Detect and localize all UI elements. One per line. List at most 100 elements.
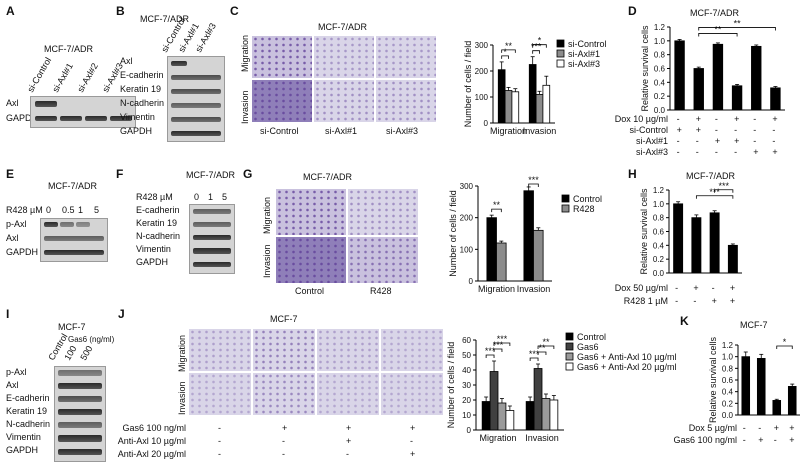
chart-h-ytick-label-0: 0.0: [653, 269, 665, 278]
panel-d-sign-3-3: -: [734, 147, 738, 157]
micrograph-j-migration-1: [188, 328, 252, 372]
panel-letter-a: A: [6, 4, 15, 18]
panel-e-row-0: p-Axl: [6, 219, 27, 229]
micrograph-j-migration-2: [252, 328, 316, 372]
chart-k-ytick-label-2: 0.4: [722, 388, 734, 397]
chart-c-ytick-label-3: 300: [475, 41, 489, 50]
chart-g-bar-1-1: [533, 229, 544, 282]
panel-j-treat-label-0: Gas6 100 ng/ml: [122, 423, 186, 433]
panel-b-row-5: GAPDH: [120, 126, 153, 136]
chart-g-ytick-label-3: 300: [460, 182, 474, 191]
micrograph-j-invasion-2: [252, 372, 316, 416]
micrograph-c-migration-axl1: [313, 35, 375, 79]
panel-letter-g: G: [243, 167, 253, 181]
chart-j-sig-2: [493, 342, 511, 346]
panel-c-row-migration: Migration: [240, 34, 250, 72]
panel-i-blot: [54, 366, 106, 462]
micrograph-c-invasion-axl3: [375, 79, 437, 123]
chart-h-ytick-label-1: 0.2: [653, 255, 665, 264]
chart-j-ylabel: Number of cells / field: [446, 342, 456, 429]
chart-c-bar-0-0: [497, 69, 506, 124]
chart-j-legend-swatch-3: [565, 362, 574, 371]
panel-j-sign-2-2: -: [346, 449, 349, 459]
chart-g-ylabel: Number of cells / field: [448, 190, 458, 277]
panel-f-row-1: Keratin 19: [136, 218, 178, 228]
panel-f-dose-2: 5: [222, 192, 228, 202]
panel-e-dose-3: 5: [94, 205, 100, 215]
chart-h-sig-label-0: ***: [709, 187, 720, 197]
chart-c-xlabel-1: Invasion: [523, 126, 557, 136]
panel-d-sign-1-2: -: [714, 125, 718, 135]
chart-j-sig-label-1: ***: [493, 340, 504, 350]
chart-h-sig-label-1: ***: [718, 181, 729, 191]
panel-j-sign-2-3: +: [410, 449, 416, 459]
panel-letter-f: F: [116, 167, 124, 181]
chart-d-sig-label-0: **: [714, 24, 722, 34]
chart-d-bar-0-0: [674, 40, 685, 111]
panel-i-row-1: Axl: [6, 380, 19, 390]
chart-j-xlabel-0: Migration: [479, 433, 516, 443]
panel-d-sign-0-3: +: [734, 114, 740, 124]
panel-k-sign-1-3: +: [789, 435, 795, 445]
panel-a-row-gapdh: GAPDH: [6, 113, 39, 123]
chart-j-sig-label-2: ***: [497, 334, 508, 344]
chart-k-sig-label-0: *: [783, 337, 787, 347]
panel-i-row-0: p-Axl: [6, 367, 27, 377]
chart-c-sig-0: [501, 55, 509, 59]
micrograph-j-migration-3: [316, 328, 380, 372]
panel-i-lane-2: 500: [78, 343, 95, 362]
panel-e-row-1: Axl: [6, 233, 19, 243]
panel-g-row-invasion: Invasion: [262, 244, 272, 278]
chart-c-legend-swatch-1: [556, 49, 565, 58]
chart-k-ytick-label-4: 0.8: [722, 364, 734, 373]
panel-j-sign-1-1: -: [282, 436, 285, 446]
panel-g-col-control: Control: [295, 286, 325, 296]
chart-c-xlabel-0: Migration: [490, 126, 527, 136]
panel-c-col-control: si-Control: [260, 126, 299, 136]
panel-b-row-2: Keratin 19: [120, 84, 162, 94]
chart-h-ytick-label-5: 1.0: [653, 200, 665, 209]
panel-f-blot: [189, 204, 235, 274]
chart-c-bar-0-1: [528, 64, 537, 124]
panel-e-title: MCF-7/ADR: [48, 181, 97, 191]
chart-k-ytick-label-3: 0.6: [722, 376, 734, 385]
chart-k-ytick-label-0: 0.0: [722, 411, 734, 420]
panel-g-row-migration: Migration: [262, 196, 272, 234]
chart-c-bar-2-0: [511, 91, 520, 124]
chart-j-bar-0-1: [525, 401, 535, 431]
chart-j-sig-5: [537, 345, 555, 349]
panel-i-lane-1: 100: [62, 343, 79, 362]
panel-j-sign-1-2: +: [346, 436, 352, 446]
chart-c-sig-2: [532, 50, 540, 54]
chart-g-legend-swatch-0: [561, 194, 570, 203]
panel-d-treat-label-0: Dox 10 µg/ml: [614, 114, 668, 124]
panel-j-sign-2-1: -: [282, 449, 285, 459]
chart-c-ytick-label-1: 100: [475, 93, 489, 102]
panel-d-sign-0-0: -: [676, 114, 680, 124]
panel-e-blot: [40, 218, 108, 262]
chart-d-ytick-label-1: 0.2: [654, 92, 666, 101]
panel-f-dose-0: 0: [194, 192, 200, 202]
panel-a-title: MCF-7/ADR: [44, 44, 93, 54]
panel-j-row-migration: Migration: [177, 334, 187, 372]
chart-d-bar-0-3: [731, 85, 743, 111]
chart-j-sig-0: [485, 354, 495, 358]
panel-d-sign-2-3: +: [734, 136, 740, 146]
panel-letter-k: K: [680, 314, 689, 328]
micrograph-c-invasion-axl1: [313, 79, 375, 123]
chart-g-legend-label-1: R428: [573, 204, 595, 214]
panel-k-sign-0-2: +: [773, 423, 780, 433]
chart-h-ytick-label-3: 0.6: [653, 228, 665, 237]
panel-c-title: MCF-7/ADR: [318, 22, 367, 32]
panel-letter-c: C: [230, 4, 239, 18]
panel-d-treat-label-2: si-Axl#1: [635, 136, 668, 146]
panel-b-row-3: N-cadherin: [120, 98, 165, 108]
chart-d-ytick-label-5: 1.0: [654, 37, 666, 46]
chart-h-sig-1: [714, 189, 734, 193]
panel-d-sign-2-1: -: [695, 136, 699, 146]
chart-g-xlabel-0: Migration: [478, 284, 515, 294]
panel-h-sign-1-0: -: [675, 296, 679, 306]
panel-d-sign-0-1: +: [695, 114, 702, 124]
panel-d-sign-2-5: -: [772, 136, 776, 146]
panel-h-sign-0-0: -: [675, 283, 679, 293]
